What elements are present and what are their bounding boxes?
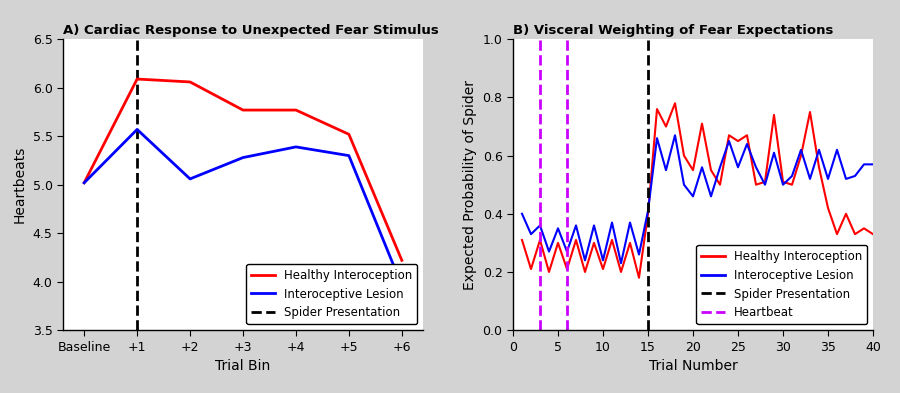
Text: B) Visceral Weighting of Fear Expectations: B) Visceral Weighting of Fear Expectatio… [513,24,833,37]
Legend: Healthy Interoception, Interoceptive Lesion, Spider Presentation, Heartbeat: Healthy Interoception, Interoceptive Les… [697,245,867,324]
Legend: Healthy Interoception, Interoceptive Lesion, Spider Presentation: Healthy Interoception, Interoceptive Les… [247,264,417,324]
X-axis label: Trial Bin: Trial Bin [215,359,271,373]
Y-axis label: Expected Probability of Spider: Expected Probability of Spider [463,80,477,290]
X-axis label: Trial Number: Trial Number [649,359,737,373]
Text: A) Cardiac Response to Unexpected Fear Stimulus: A) Cardiac Response to Unexpected Fear S… [63,24,439,37]
Y-axis label: Heartbeats: Heartbeats [13,146,27,223]
